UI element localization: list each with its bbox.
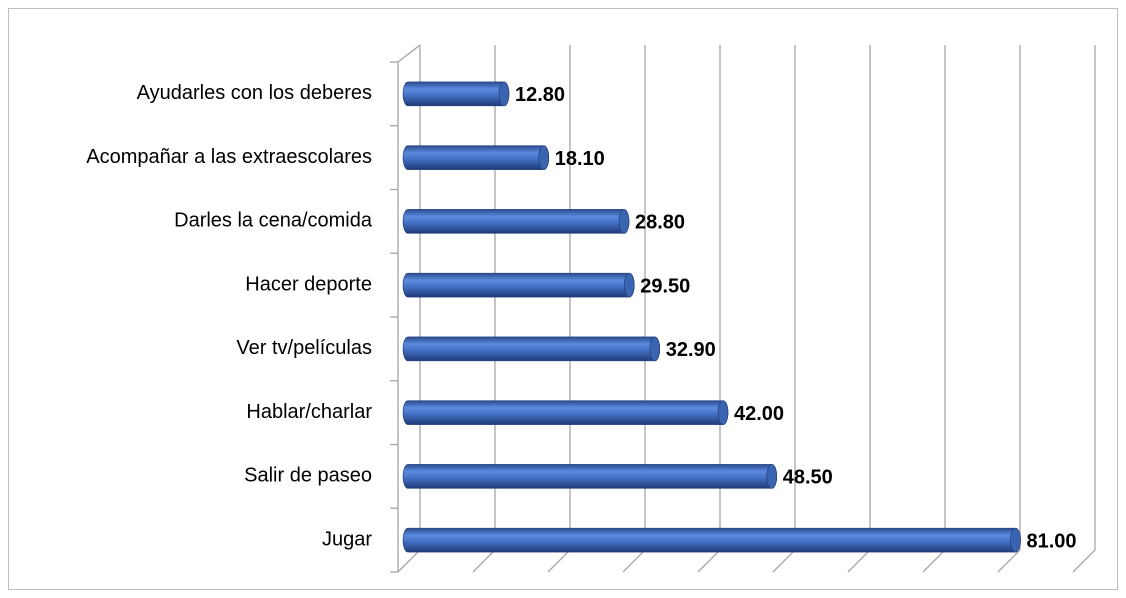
y-tick-label: Ayudarles con los deberes bbox=[137, 82, 372, 104]
value-label: 12.80 bbox=[515, 84, 565, 106]
value-label: 29.50 bbox=[640, 275, 690, 297]
y-tick-label: Ver tv/películas bbox=[236, 337, 372, 359]
bar bbox=[402, 209, 630, 234]
bar-cap bbox=[766, 464, 778, 489]
y-tick-label: Jugar bbox=[322, 528, 372, 550]
y-tick-label: Salir de paseo bbox=[244, 465, 372, 487]
bar bbox=[402, 81, 510, 107]
y-tick-label: Darles la cena/comida bbox=[174, 210, 373, 232]
bar bbox=[402, 336, 661, 362]
value-label: 28.80 bbox=[635, 212, 685, 234]
bar-cap bbox=[1010, 527, 1021, 553]
bar-cap bbox=[623, 272, 635, 298]
bar bbox=[402, 272, 635, 298]
y-tick-label: Hacer deporte bbox=[245, 273, 372, 295]
axis-wall bbox=[397, 44, 421, 63]
bar-cap bbox=[649, 336, 661, 362]
grid-line bbox=[1072, 45, 1096, 573]
bar-cap bbox=[717, 400, 729, 425]
value-label: 81.00 bbox=[1027, 530, 1077, 552]
value-label: 32.90 bbox=[666, 339, 716, 361]
y-tick-label: Acompañar a las extraescolares bbox=[86, 146, 372, 168]
value-label: 42.00 bbox=[734, 403, 784, 425]
bar bbox=[402, 527, 1021, 553]
bar bbox=[402, 464, 778, 489]
chart-border bbox=[8, 8, 1118, 590]
y-tick-label: Hablar/charlar bbox=[246, 401, 372, 423]
bar-cap bbox=[618, 209, 630, 234]
bar-cap bbox=[498, 81, 510, 107]
value-label: 48.50 bbox=[783, 467, 833, 489]
bar-cap bbox=[538, 145, 550, 170]
value-label: 18.10 bbox=[555, 148, 605, 170]
bar bbox=[402, 400, 729, 425]
grid-line bbox=[997, 45, 1021, 573]
bar bbox=[402, 145, 550, 170]
